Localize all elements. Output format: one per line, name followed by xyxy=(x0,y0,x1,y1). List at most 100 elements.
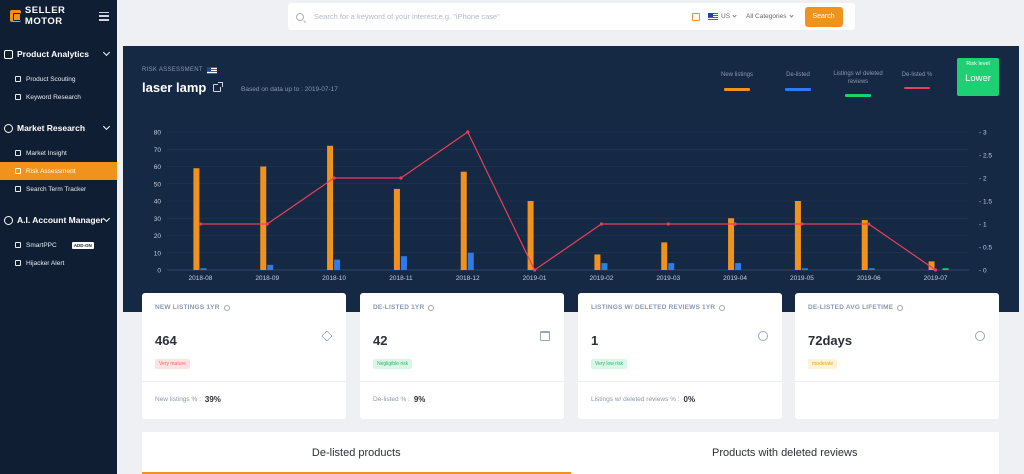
external-link-icon[interactable] xyxy=(213,81,224,92)
bar-de-listed xyxy=(601,263,608,270)
divider xyxy=(360,381,564,382)
sidebar-section-ai-account-manager[interactable]: A.I. Account Manager xyxy=(0,210,117,230)
footer-value: 39% xyxy=(204,395,221,404)
sidebar-item-label: Risk Assessment xyxy=(26,167,76,175)
risk-level-label: Risk level xyxy=(966,61,990,67)
sidebar-item-market-insight[interactable]: Market Insight xyxy=(0,144,117,162)
card-value: 42 xyxy=(373,333,388,348)
layers-icon xyxy=(321,330,333,342)
bar-de-listed xyxy=(668,263,675,270)
card-title: DE-LISTED 1YR xyxy=(373,304,435,311)
x-tick-label: 2019-07 xyxy=(924,275,948,282)
ppc-icon xyxy=(15,242,21,248)
calendar-icon[interactable] xyxy=(692,12,700,21)
search-button[interactable]: Search xyxy=(804,6,843,27)
card-footer: New listings % :39% xyxy=(155,395,221,404)
sidebar-section-product-analytics[interactable]: Product Analytics xyxy=(0,44,117,64)
sidebar-item-label: Search Term Tracker xyxy=(26,185,87,193)
point-de-listed-pct xyxy=(532,268,537,272)
bar-de-listed xyxy=(868,268,875,270)
point-de-listed-pct xyxy=(933,268,938,272)
x-tick-label: 2019-03 xyxy=(656,275,680,282)
sidebar-item-keyword-research[interactable]: Keyword Research xyxy=(0,88,117,106)
sidebar-item-label: SmartPPC xyxy=(26,241,57,249)
help-icon[interactable] xyxy=(428,304,435,311)
keyword-icon xyxy=(15,94,21,100)
point-de-listed-pct xyxy=(800,222,804,226)
legend-de-listed[interactable]: De-listed xyxy=(774,72,822,78)
card-title: DE-LISTED AVG LIFETIME xyxy=(808,304,904,311)
card-title-text: LISTINGS W/ DELETED REVIEWS 1YR xyxy=(591,304,716,311)
brand-logo[interactable]: SELLER MOTOR xyxy=(10,5,99,27)
tab-de-listed-products[interactable]: De-listed products xyxy=(142,432,571,474)
point-de-listed-pct xyxy=(265,222,269,226)
search-bar: US All Categories Search xyxy=(288,3,855,30)
help-icon[interactable] xyxy=(223,304,230,311)
x-tick-label: 2019-04 xyxy=(723,275,747,282)
section-label: Product Analytics xyxy=(17,49,89,59)
point-de-listed-pct xyxy=(599,222,604,226)
y-right-tick-label: - 3 xyxy=(979,130,987,137)
card-new-listings: NEW LISTINGS 1YR 464 Very mature New lis… xyxy=(142,293,346,419)
bar-new-listings xyxy=(728,218,735,270)
x-tick-label: 2019-01 xyxy=(523,275,547,282)
status-badge: Negligible risk xyxy=(373,359,413,369)
bar-new-listings xyxy=(393,188,400,270)
legend-label: De-listed % xyxy=(901,72,933,78)
card-avg-lifetime: DE-LISTED AVG LIFETIME 72days moderate xyxy=(795,293,999,419)
status-badge: Very low risk xyxy=(591,359,628,369)
legend-swatch-de-listed xyxy=(785,88,811,91)
y-right-tick-label: - 2 xyxy=(979,176,987,183)
card-footer: Listings w/ deleted reviews % :0% xyxy=(591,395,695,404)
bar-new-listings xyxy=(661,242,668,270)
y-right-tick-label: - 2.5 xyxy=(979,153,992,160)
bar-new-listings xyxy=(327,145,334,270)
category-select[interactable]: All Categories xyxy=(746,13,794,20)
pie-icon xyxy=(758,331,768,341)
x-tick-label: 2018-08 xyxy=(188,275,212,282)
keyword-text: laser lamp xyxy=(142,80,207,95)
y-left-tick-label: 0 xyxy=(157,268,161,275)
logo-row: SELLER MOTOR xyxy=(0,0,117,32)
chart-icon xyxy=(4,49,13,59)
bar-de-listed xyxy=(200,268,207,270)
menu-toggle-icon[interactable] xyxy=(98,11,109,21)
bar-new-listings xyxy=(527,201,534,270)
help-icon[interactable] xyxy=(897,304,904,311)
keyword-title: laser lamp xyxy=(142,80,224,95)
sidebar-section-market-research[interactable]: Market Research xyxy=(0,118,117,138)
legend-de-listed-pct[interactable]: De-listed % xyxy=(891,72,943,78)
legend-new-listings[interactable]: New listings xyxy=(708,72,766,78)
sidebar-item-hijacker-alert[interactable]: Hijacker Alert xyxy=(0,254,117,272)
legend-label: New listings xyxy=(720,72,753,78)
footer-value: 9% xyxy=(413,395,426,404)
sidebar-item-search-term-tracker[interactable]: Search Term Tracker xyxy=(0,180,117,198)
search-input[interactable] xyxy=(314,12,684,21)
sidebar-item-smartppc[interactable]: SmartPPC ADD-ON xyxy=(0,236,117,254)
bar-de-listed xyxy=(735,263,742,270)
legend-deleted-reviews[interactable]: Listings w/ deleted reviews xyxy=(832,70,884,86)
y-right-tick-label: - 1 xyxy=(979,222,987,229)
us-flag-icon xyxy=(708,13,718,20)
y-left-tick-label: 30 xyxy=(154,216,162,223)
legend-label: Listings w/ deleted reviews xyxy=(833,71,883,85)
section-label: RISK ASSESSMENT xyxy=(142,67,217,74)
country-select[interactable]: US xyxy=(721,13,737,20)
help-icon[interactable] xyxy=(719,304,726,311)
footer-label: Listings w/ deleted reviews % : xyxy=(591,396,680,403)
tab-products-with-deleted-reviews[interactable]: Products with deleted reviews xyxy=(711,447,858,459)
x-tick-label: 2019-05 xyxy=(790,275,814,282)
bar-new-listings xyxy=(193,168,200,270)
chevron-down-icon xyxy=(732,13,737,18)
sidebar-item-product-scouting[interactable]: Product Scouting xyxy=(0,70,117,88)
card-value: 1 xyxy=(591,333,599,348)
y-left-tick-label: 70 xyxy=(154,147,162,154)
category-value: All Categories xyxy=(746,13,787,20)
legend-swatch-de-listed-pct xyxy=(904,87,930,89)
sidebar-item-risk-assessment[interactable]: Risk Assessment xyxy=(0,162,117,180)
section-label: A.I. Account Manager xyxy=(17,215,104,225)
point-de-listed-pct xyxy=(198,222,203,226)
risk-level-box: Risk level Lower xyxy=(957,58,999,96)
risk-level-value: Lower xyxy=(965,73,991,84)
bar-listings-w-deleted-reviews xyxy=(942,268,949,270)
